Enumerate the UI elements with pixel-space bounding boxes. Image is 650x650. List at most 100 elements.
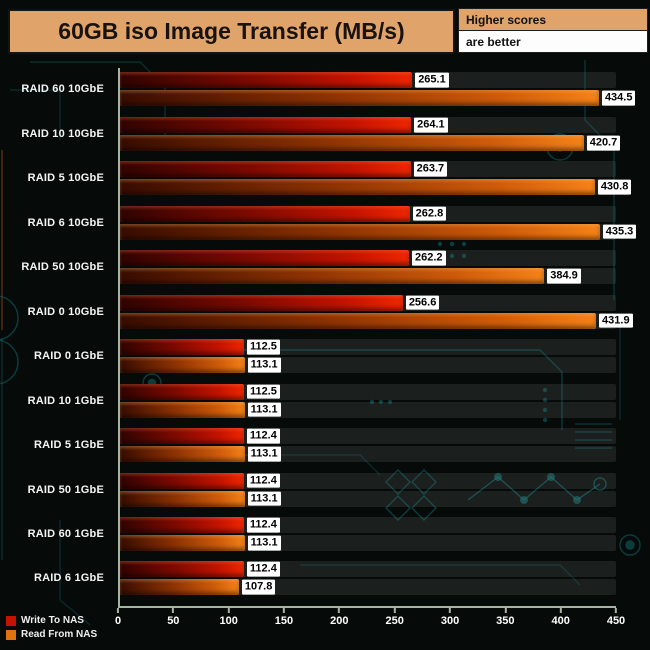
chart-group: RAID 0 1GbE 112.5 113.1 [0, 339, 616, 374]
read-swatch-icon [6, 629, 16, 640]
read-bar [120, 312, 597, 329]
bar-group: 112.5 113.1 [120, 339, 616, 374]
read-bar [120, 446, 245, 463]
category-label: RAID 0 1GbE [33, 350, 104, 363]
legend-label: Write To NAS [21, 615, 84, 626]
x-tick: 300 [441, 608, 459, 627]
bar-row: 263.7 [120, 161, 616, 178]
bar-row: 112.4 [120, 472, 616, 489]
tick-label: 0 [114, 615, 122, 627]
bar-row: 262.8 [120, 205, 616, 222]
bar-group: 262.2 384.9 [120, 250, 616, 285]
tick-mark [393, 608, 396, 613]
value-label: 434.5 [601, 91, 636, 106]
x-tick: 400 [551, 608, 570, 627]
write-bar [120, 339, 244, 356]
y-axis-line [118, 68, 120, 608]
write-bar [120, 250, 410, 267]
write-bar [120, 116, 412, 133]
note-are-better: are better [458, 31, 648, 53]
value-label: 430.8 [597, 180, 632, 195]
value-label: 420.7 [586, 135, 621, 151]
category-label: RAID 6 1GbE [33, 572, 104, 585]
x-ticks: 0 50 100 150 200 250 300 350 400 450 [115, 608, 625, 632]
x-tick: 150 [275, 608, 293, 627]
write-bar [120, 561, 244, 578]
tick-label: 150 [274, 615, 294, 627]
tick-mark [614, 608, 617, 613]
chart-group: RAID 0 10GbE 256.6 431.9 [0, 294, 633, 329]
category-label: RAID 6 10GbE [27, 216, 104, 229]
write-bar [120, 383, 244, 400]
tick-mark [559, 608, 562, 613]
chart-group: RAID 10 10GbE 264.1 420.7 [0, 116, 621, 151]
bar-row: 434.5 [120, 90, 636, 107]
bar-group: 256.6 431.9 [120, 294, 633, 329]
tick-mark [338, 608, 341, 613]
value-label: 107.8 [241, 580, 276, 595]
bar-row: 113.1 [120, 534, 616, 551]
chart-legend: Write To NAS Read From NAS [6, 615, 97, 643]
tick-mark [449, 608, 452, 613]
chart-groups: RAID 60 10GbE 265.1 434.5 RAID 10 10GbE 264.… [0, 62, 637, 606]
bar-group: 112.4 107.8 [120, 561, 616, 596]
bar-group: 112.4 113.1 [120, 428, 616, 463]
chart-group: RAID 50 10GbE 262.2 384.9 [0, 250, 616, 285]
bar-group: 264.1 420.7 [120, 116, 621, 151]
read-bar [120, 223, 600, 240]
value-label: 112.4 [246, 428, 280, 444]
category-label: RAID 60 10GbE [21, 83, 104, 96]
value-label: 113.1 [247, 402, 281, 417]
write-bar [120, 161, 411, 178]
bar-row: 107.8 [120, 579, 616, 596]
bar-row: 112.5 [120, 383, 616, 400]
write-bar [120, 72, 413, 89]
bar-row: 113.1 [120, 401, 616, 418]
bar-group: 263.7 430.8 [120, 161, 632, 196]
bar-row: 113.1 [120, 357, 616, 374]
category-label: RAID 10 1GbE [27, 394, 104, 407]
bar-track [120, 428, 616, 445]
bar-row: 420.7 [120, 134, 621, 151]
category-label: RAID 60 1GbE [27, 527, 104, 540]
bar-track [120, 383, 616, 400]
bar-row: 256.6 [120, 294, 616, 311]
chart-group: RAID 6 10GbE 262.8 435.3 [0, 205, 637, 240]
value-label: 435.3 [602, 224, 637, 240]
category-label: RAID 10 10GbE [21, 127, 104, 140]
bar-row: 431.9 [120, 312, 633, 329]
bar-track [120, 472, 616, 489]
write-bar [120, 294, 403, 311]
bar-group: 265.1 434.5 [120, 72, 636, 107]
x-tick: 250 [386, 608, 404, 627]
bar-row: 262.2 [120, 250, 616, 267]
write-bar [120, 516, 244, 533]
legend-item-read: Read From NAS [6, 629, 97, 640]
tick-label: 350 [496, 615, 515, 627]
category-label: RAID 5 1GbE [33, 439, 104, 452]
chart-title: 60GB iso Image Transfer (MB/s) [8, 9, 455, 54]
bar-group: 112.4 113.1 [120, 472, 616, 507]
tick-label: 100 [219, 615, 238, 627]
x-tick: 100 [219, 608, 238, 627]
read-bar [120, 490, 245, 507]
value-label: 264.1 [414, 117, 448, 133]
bar-track [120, 516, 616, 533]
bar-row: 112.4 [120, 561, 616, 578]
chart-group: RAID 60 1GbE 112.4 113.1 [0, 516, 616, 551]
write-bar [120, 205, 410, 222]
read-bar [120, 134, 584, 151]
note-higher-scores: Higher scores [458, 8, 648, 31]
read-bar [120, 357, 245, 374]
value-label: 112.5 [247, 384, 280, 399]
read-bar [120, 401, 245, 418]
tick-label: 250 [385, 615, 404, 627]
value-label: 431.9 [599, 313, 633, 329]
x-tick: 200 [330, 608, 348, 627]
read-bar [120, 579, 239, 596]
tick-label: 400 [551, 615, 570, 627]
bar-group: 262.8 435.3 [120, 205, 637, 240]
x-tick: 0 [115, 608, 121, 627]
tick-mark [282, 608, 285, 613]
tick-mark [172, 608, 175, 613]
